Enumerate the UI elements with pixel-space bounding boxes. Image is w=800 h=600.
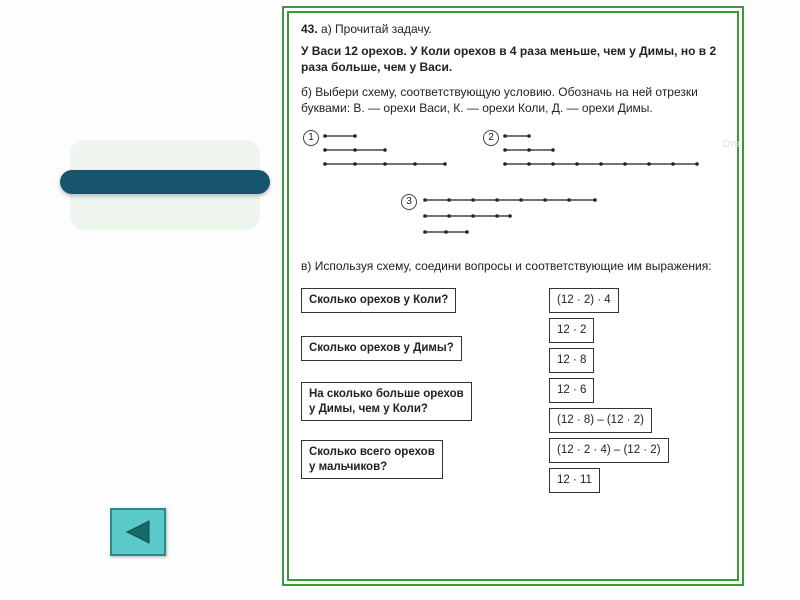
expression-box: (12 · 2 · 4) – (12 · 2)	[549, 438, 669, 462]
back-arrow-icon	[123, 519, 153, 545]
scheme-1	[323, 126, 455, 172]
scheme-2-label: 2	[483, 128, 499, 146]
decorative-pill	[60, 170, 270, 194]
part-c-text: в) Используя схему, соедини вопросы и со…	[301, 258, 725, 274]
question-box: Сколько орехов у Коли?	[301, 288, 456, 312]
expression-box: (12 · 2) · 4	[549, 288, 619, 312]
expression-box: 12 · 6	[549, 378, 594, 402]
problem-statement: У Васи 12 орехов. У Коли орехов в 4 раза…	[301, 43, 725, 75]
expression-box: 12 · 8	[549, 348, 594, 372]
part-b-text: б) Выбери схему, соответствующую условию…	[301, 84, 725, 116]
task-header: 43. а) Прочитай задачу.	[301, 21, 725, 37]
part-a-label: а) Прочитай задачу.	[321, 22, 432, 36]
expression-box: (12 · 8) – (12 · 2)	[549, 408, 652, 432]
circle-2-icon: 2	[483, 130, 499, 146]
scheme-diagrams: 1 2 3	[301, 122, 725, 252]
scheme-3	[423, 190, 623, 242]
expression-box: 12 · 11	[549, 468, 600, 492]
scheme-3-label: 3	[401, 192, 417, 210]
scheme-1-label: 1	[303, 128, 319, 146]
circle-3-icon: 3	[401, 194, 417, 210]
question-box: На сколько больше орехов у Димы, чем у К…	[301, 382, 472, 421]
textbook-page: 43. а) Прочитай задачу. У Васи 12 орехов…	[287, 11, 739, 581]
circle-1-icon: 1	[303, 130, 319, 146]
question-answer-area: Сколько орехов у Коли? Сколько орехов у Д…	[301, 288, 725, 488]
scheme-2	[503, 126, 713, 172]
question-box: Сколько всего орехов у мальчиков?	[301, 440, 443, 479]
question-box: Сколько орехов у Димы?	[301, 336, 462, 360]
page-frame-outer: 43. а) Прочитай задачу. У Васи 12 орехов…	[282, 6, 744, 586]
expression-box: 12 · 2	[549, 318, 594, 342]
task-number: 43.	[301, 22, 318, 36]
back-button[interactable]	[110, 508, 166, 556]
slide: 43. а) Прочитай задачу. У Васи 12 орехов…	[0, 0, 800, 600]
